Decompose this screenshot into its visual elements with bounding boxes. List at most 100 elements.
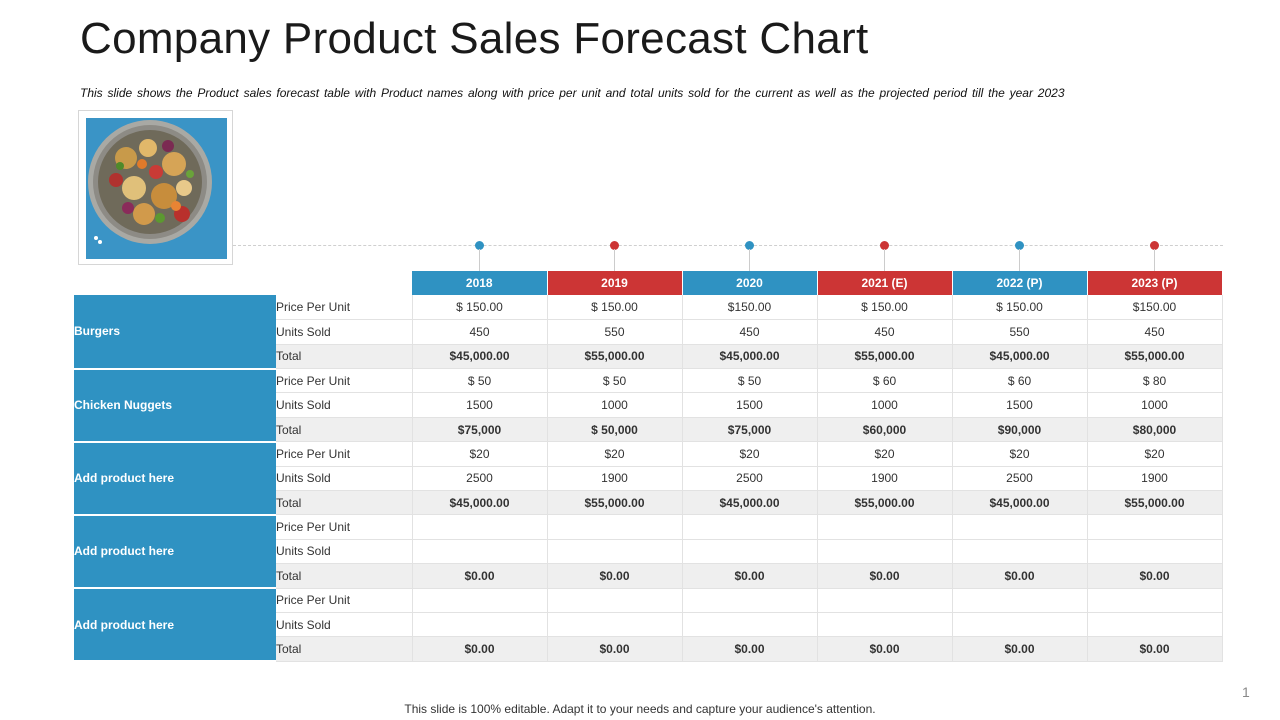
value-cell: $0.00 <box>682 563 818 589</box>
year-header-row: 2018 2019 2020 2021 (E) 2022 (P) 2023 (P… <box>74 271 1223 296</box>
value-cell: $45,000.00 <box>952 344 1088 370</box>
value-cell <box>412 539 548 565</box>
value-cell: $20 <box>817 441 953 467</box>
value-cell: $ 60 <box>952 368 1088 394</box>
year-header: 2020 <box>682 271 818 296</box>
table-row: Units Sold 450 550 450 450 550 450 <box>74 319 1223 345</box>
metric-label: Total <box>276 490 413 516</box>
value-cell: 1500 <box>682 392 818 418</box>
value-cell: $45,000.00 <box>682 490 818 516</box>
timeline-marker-dot <box>1015 241 1024 250</box>
value-cell <box>1087 612 1223 638</box>
table-row: Units Sold 1500 1000 1500 1000 1500 1000 <box>74 392 1223 418</box>
product-name-cell: Burgers <box>74 295 276 370</box>
value-cell <box>682 588 818 613</box>
value-cell: $55,000.00 <box>547 490 683 516</box>
value-cell <box>952 612 1088 638</box>
value-cell: $0.00 <box>952 563 1088 589</box>
value-cell: $ 60 <box>817 368 953 394</box>
value-cell: 1000 <box>547 392 683 418</box>
table-row: Add product here Price Per Unit <box>74 514 1223 590</box>
value-cell: 1500 <box>952 392 1088 418</box>
food-bowl-photo <box>86 118 227 259</box>
value-cell: $45,000.00 <box>412 490 548 516</box>
value-cell: $90,000 <box>952 417 1088 443</box>
table-row: Total $45,000.00 $55,000.00 $45,000.00 $55,0… <box>74 490 1223 516</box>
value-cell <box>1087 539 1223 565</box>
value-cell: 1000 <box>817 392 953 418</box>
value-cell: $55,000.00 <box>817 344 953 370</box>
value-cell: $55,000.00 <box>1087 490 1223 516</box>
value-cell <box>547 539 683 565</box>
value-cell: $0.00 <box>1087 563 1223 589</box>
value-cell <box>412 514 548 540</box>
table-row: Total $0.00 $0.00 $0.00 $0.00 $0.00 $0.00 <box>74 636 1223 662</box>
value-cell: $20 <box>547 441 683 467</box>
value-cell <box>682 514 818 540</box>
value-cell <box>952 588 1088 613</box>
value-cell: $80,000 <box>1087 417 1223 443</box>
timeline-dashed-line <box>233 245 1223 246</box>
metric-label: Price Per Unit <box>276 295 413 321</box>
metric-label: Units Sold <box>276 466 413 492</box>
timeline-marker-stem <box>479 249 480 273</box>
value-cell <box>547 588 683 613</box>
value-cell: $0.00 <box>412 563 548 589</box>
value-cell: $0.00 <box>547 563 683 589</box>
timeline-marker-dot <box>880 241 889 250</box>
value-cell: $ 50 <box>547 368 683 394</box>
metric-label: Units Sold <box>276 319 413 345</box>
slide-subtitle: This slide shows the Product sales forec… <box>80 86 1065 100</box>
value-cell: $ 50 <box>682 368 818 394</box>
value-cell: $0.00 <box>817 636 953 662</box>
value-cell <box>682 612 818 638</box>
metric-label: Total <box>276 344 413 370</box>
value-cell <box>682 539 818 565</box>
value-cell <box>412 612 548 638</box>
table-row: Units Sold <box>74 612 1223 638</box>
value-cell: 550 <box>547 319 683 345</box>
metric-label: Price Per Unit <box>276 441 413 467</box>
metric-label: Price Per Unit <box>276 368 413 394</box>
value-cell <box>412 588 548 613</box>
timeline-marker-stem <box>749 249 750 273</box>
metric-label: Units Sold <box>276 539 413 565</box>
value-cell <box>547 612 683 638</box>
value-cell <box>547 514 683 540</box>
value-cell <box>817 612 953 638</box>
value-cell: 450 <box>1087 319 1223 345</box>
value-cell: 1900 <box>1087 466 1223 492</box>
value-cell: $ 80 <box>1087 368 1223 394</box>
value-cell: 450 <box>817 319 953 345</box>
value-cell: 2500 <box>412 466 548 492</box>
metric-label: Price Per Unit <box>276 514 413 540</box>
value-cell: $20 <box>952 441 1088 467</box>
value-cell: 450 <box>412 319 548 345</box>
value-cell: $ 50,000 <box>547 417 683 443</box>
value-cell: $ 150.00 <box>412 295 548 321</box>
product-name-cell: Chicken Nuggets <box>74 368 276 443</box>
value-cell: $0.00 <box>682 636 818 662</box>
value-cell: 450 <box>682 319 818 345</box>
product-name-cell: Add product here <box>74 514 276 590</box>
value-cell <box>1087 588 1223 613</box>
table-row: Total $0.00 $0.00 $0.00 $0.00 $0.00 $0.00 <box>74 563 1223 589</box>
value-cell: $0.00 <box>547 636 683 662</box>
value-cell: $ 150.00 <box>547 295 683 321</box>
table-row: Total $45,000.00 $55,000.00 $45,000.00 $55,0… <box>74 344 1223 370</box>
value-cell: $60,000 <box>817 417 953 443</box>
metric-label: Units Sold <box>276 612 413 638</box>
table-row: Total $75,000 $ 50,000 $75,000 $60,000 $90,00… <box>74 417 1223 443</box>
value-cell: 2500 <box>952 466 1088 492</box>
value-cell: $ 150.00 <box>952 295 1088 321</box>
value-cell: $0.00 <box>952 636 1088 662</box>
year-header: 2018 <box>412 271 548 296</box>
salad-bowl-icon <box>86 118 227 259</box>
forecast-table: 2018 2019 2020 2021 (E) 2022 (P) 2023 (P… <box>74 271 1223 663</box>
table-row: Add product here Price Per Unit <box>74 588 1223 663</box>
timeline-marker-stem <box>614 249 615 273</box>
value-cell: $75,000 <box>682 417 818 443</box>
value-cell: $150.00 <box>682 295 818 321</box>
value-cell: $0.00 <box>412 636 548 662</box>
value-cell: $0.00 <box>817 563 953 589</box>
